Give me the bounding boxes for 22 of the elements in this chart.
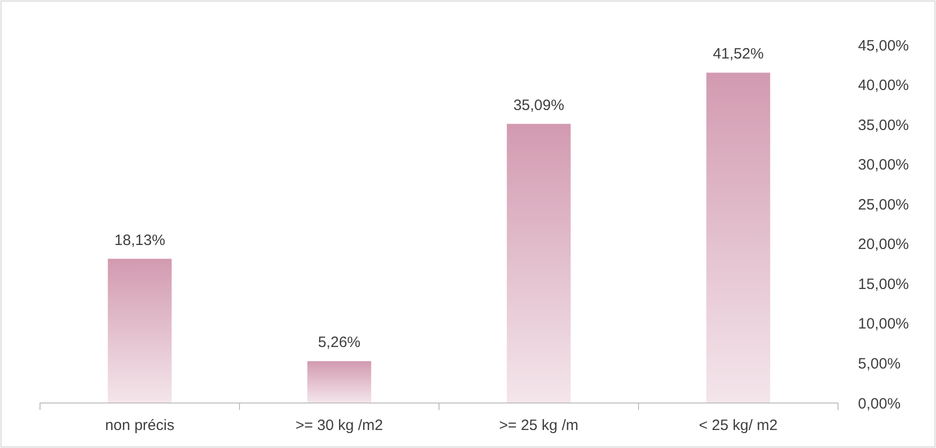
bar bbox=[108, 258, 172, 403]
y-tick-label: 30,00% bbox=[858, 156, 909, 174]
x-tick-label: < 25 kg/ m2 bbox=[698, 417, 778, 434]
data-label: 18,13% bbox=[114, 232, 166, 249]
x-tick-label: non précis bbox=[105, 417, 174, 434]
y-tick-label: 20,00% bbox=[858, 236, 909, 254]
y-tick-label: 35,00% bbox=[858, 116, 909, 134]
data-label: 35,09% bbox=[513, 96, 564, 114]
data-label: 5,26% bbox=[318, 334, 361, 352]
bar bbox=[506, 124, 571, 403]
bar bbox=[706, 72, 770, 403]
bar bbox=[307, 361, 372, 403]
y-tick-label: 10,00% bbox=[858, 316, 909, 333]
y-tick-label: 5,00% bbox=[858, 355, 901, 372]
x-tick-label: >= 30 kg /m2 bbox=[295, 417, 384, 434]
x-tick-label: >= 25 kg /m bbox=[499, 417, 578, 434]
y-tick-label: 15,00% bbox=[858, 276, 909, 293]
y-tick-label: 25,00% bbox=[858, 196, 909, 214]
y-tick-label: 45,00% bbox=[858, 37, 909, 54]
data-label: 41,52% bbox=[712, 46, 764, 63]
y-tick-label: 0,00% bbox=[858, 395, 901, 412]
y-tick-label: 40,00% bbox=[858, 77, 909, 94]
